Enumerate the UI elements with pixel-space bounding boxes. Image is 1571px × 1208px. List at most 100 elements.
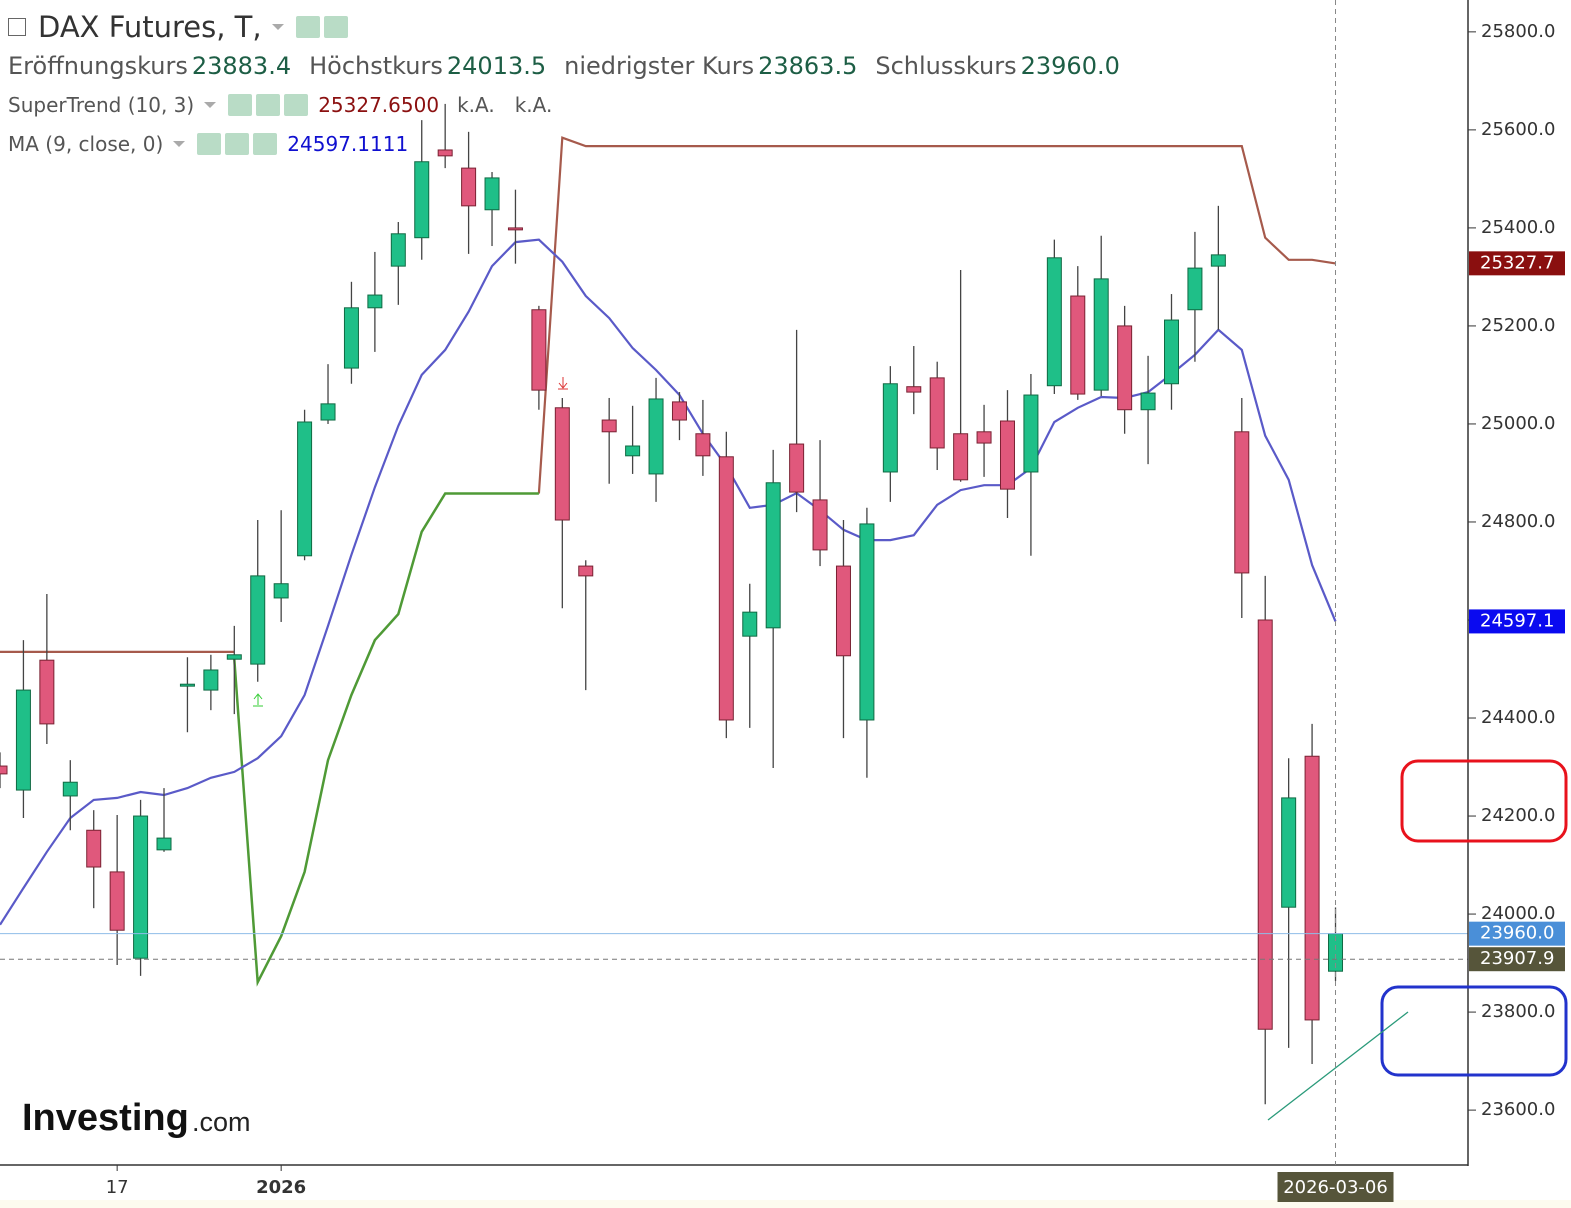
y-tick-label: 25800.0 [1481, 21, 1555, 42]
gear-icon[interactable] [256, 94, 281, 116]
logo-name: Investing [22, 1097, 189, 1139]
candle-body [62, 781, 78, 797]
candle-body [859, 523, 875, 721]
title: DAX Futures, T, [38, 10, 262, 44]
ohlc-row: Eröffnungskurs 23883.4 Höchstkurs 24013.5 ni… [8, 46, 1138, 86]
candle-body [976, 431, 992, 444]
indicator-extra: k.A. [457, 93, 495, 117]
indicator-row: SuperTrend (10, 3) 25327.6500 k.A. k.A. [8, 86, 1138, 124]
indicator-line [0, 136, 1336, 653]
price-label-bg [1469, 921, 1565, 946]
ohlc-value: 23883.4 [191, 52, 292, 80]
dropdown[interactable] [271, 24, 284, 30]
close-icon[interactable] [284, 94, 309, 116]
candle-body [203, 669, 219, 691]
legend-header: DAX Futures, T, Eröffnungskurs 23883.4 Höc… [8, 8, 1138, 164]
candle-body [835, 565, 851, 657]
y-tick-label: 23800.0 [1481, 1001, 1555, 1022]
candle-body [1164, 319, 1179, 385]
y-tick-label: 24800.0 [1481, 511, 1555, 532]
candle-body [86, 829, 102, 868]
candle-body [367, 294, 383, 309]
ohlc-label: Schlusskurs [875, 52, 1017, 80]
sell-arrow [558, 377, 568, 390]
y-tick-label: 25400.0 [1481, 217, 1555, 238]
eye-icon[interactable] [295, 16, 320, 38]
candle-body [1304, 755, 1320, 1021]
indicator-line [233, 492, 539, 987]
close-icon[interactable] [253, 133, 278, 155]
indicator-line [0, 238, 1337, 926]
annotation-box-red [1400, 759, 1568, 843]
dropdown[interactable] [204, 102, 217, 108]
candle-body [1046, 257, 1062, 387]
candle-body [625, 445, 641, 457]
candle-body [133, 815, 149, 959]
y-tick-label: 25600.0 [1481, 119, 1555, 140]
candle-body [320, 403, 336, 421]
candle-body [1234, 431, 1250, 574]
candle-body [999, 420, 1015, 490]
candle-body [531, 309, 547, 391]
candle-body [437, 149, 453, 157]
candle-body [789, 443, 805, 493]
candle-body [648, 398, 664, 475]
candle-body [0, 765, 8, 775]
candle-body [343, 307, 359, 369]
candle-body [742, 611, 758, 637]
title-row: DAX Futures, T, [8, 8, 1138, 46]
candle-body [1140, 392, 1156, 411]
candle-body [578, 565, 594, 577]
y-tick-label: 24400.0 [1481, 707, 1555, 728]
trend-line [1267, 1011, 1409, 1121]
collapse-icon[interactable] [8, 18, 26, 36]
indicator-name: MA (9, close, 0) [8, 132, 164, 156]
candle-body [1210, 254, 1226, 267]
ohlc-label: Eröffnungskurs [8, 52, 188, 80]
candle-body [250, 575, 266, 665]
candle-body [1117, 325, 1133, 411]
candle-body [671, 401, 687, 421]
candle-body [1093, 278, 1109, 391]
candle-body [695, 433, 711, 457]
candle-body [601, 419, 617, 433]
gear-icon[interactable] [225, 133, 250, 155]
candle-body [929, 377, 945, 449]
candle-body [15, 689, 31, 791]
price-label-bg [1469, 947, 1565, 972]
candle-body [1257, 619, 1273, 1030]
eye-icon[interactable] [197, 133, 222, 155]
y-tick-label: 24200.0 [1481, 805, 1555, 826]
indicator-name: SuperTrend (10, 3) [8, 93, 195, 117]
price-label: 25327.7 [1480, 252, 1554, 273]
candle-body [507, 227, 523, 231]
dropdown[interactable] [173, 141, 186, 147]
plot-area [0, 103, 1468, 1105]
y-tick-label: 25200.0 [1481, 315, 1555, 336]
ohlc-label: Höchstkurs [309, 52, 443, 80]
candle-body [765, 482, 781, 629]
price-label: 23907.9 [1480, 948, 1554, 969]
indicator-row: MA (9, close, 0) 24597.1111 [8, 124, 1138, 164]
price-label-bg [1469, 251, 1565, 276]
ohlc-label: niedrigster Kurs [564, 52, 755, 80]
y-tick-label: 25000.0 [1481, 413, 1555, 434]
price-label: 23960.0 [1480, 923, 1554, 944]
ohlc-value: 23960.0 [1020, 52, 1120, 80]
candle-body [1023, 394, 1039, 473]
candle-body [882, 383, 898, 473]
candle-body [226, 654, 242, 660]
candle-body [812, 499, 828, 551]
price-label: 24597.1 [1480, 610, 1554, 631]
logo-suffix: .com [192, 1107, 251, 1137]
candle-body [109, 871, 125, 931]
eye-icon[interactable] [228, 94, 253, 116]
candle-body [906, 386, 922, 393]
candle-body [1281, 797, 1297, 908]
gear-icon[interactable] [323, 16, 348, 38]
candle-body [390, 233, 406, 267]
candle-body [179, 683, 195, 687]
y-tick-label: 24000.0 [1481, 903, 1555, 924]
ohlc-value: 23863.5 [758, 52, 858, 80]
